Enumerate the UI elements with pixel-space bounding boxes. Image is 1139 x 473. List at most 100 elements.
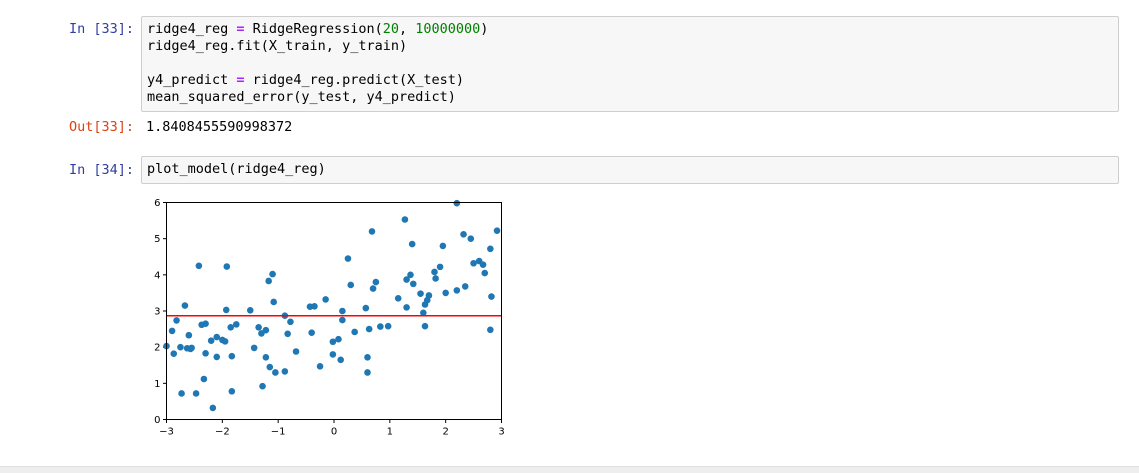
plot-frame [166, 202, 502, 420]
data-point [339, 316, 346, 324]
data-point [266, 363, 274, 371]
code-line-2: ridge4_reg.fit(X_train, y_train) [147, 38, 408, 54]
data-point [181, 302, 189, 309]
x-tick-label: −1 [271, 427, 286, 438]
data-point [442, 289, 449, 297]
data-point [170, 350, 178, 357]
cell-33-code-editor[interactable]: ridge4_reg = RidgeRegression(20, 1000000… [141, 16, 1119, 112]
data-point [262, 326, 270, 334]
data-point [408, 240, 416, 248]
bottom-scroll-area [0, 466, 1139, 473]
data-point [185, 331, 193, 339]
scatter-plot: 0 1 2 3 4 5 6 −3 −2 −1 0 1 2 3 [154, 198, 505, 438]
data-point [365, 325, 373, 333]
data-point [460, 231, 467, 238]
data-point [487, 245, 494, 253]
data-point [432, 275, 439, 282]
data-point [223, 263, 231, 270]
data-point [394, 295, 402, 302]
y-tick-label: 5 [154, 234, 160, 245]
data-point [409, 280, 417, 288]
y-tick-label: 0 [154, 415, 160, 426]
data-point [255, 323, 262, 331]
data-point [487, 326, 494, 334]
data-point [311, 302, 318, 310]
cell-34-code-editor[interactable]: plot_model(ridge4_reg) [141, 156, 1119, 184]
data-point [200, 375, 208, 383]
data-point [339, 307, 346, 315]
data-point [368, 228, 376, 235]
data-point [281, 368, 289, 375]
data-point [228, 352, 236, 360]
data-point [207, 337, 215, 344]
data-point [351, 328, 358, 336]
data-point [439, 242, 447, 250]
cell-33-output: 1.8408455590998372 [146, 119, 293, 135]
data-point [228, 387, 236, 395]
data-point [425, 292, 433, 299]
y-tick-label: 3 [154, 307, 160, 318]
data-point [250, 344, 258, 352]
data-point [407, 271, 414, 279]
x-tick-label: 3 [498, 427, 504, 438]
data-point [269, 270, 276, 278]
data-point [262, 353, 270, 361]
code-line-4: y4_predict = ridge4_reg.predict(X_test) [147, 72, 464, 88]
cell-33-out-prompt: Out[33]: [68, 119, 134, 135]
data-point [453, 287, 461, 294]
data-point [362, 304, 370, 312]
x-axis: −3 −2 −1 0 1 2 3 [159, 419, 505, 438]
data-point [329, 351, 337, 358]
data-point [322, 296, 329, 303]
data-point [284, 330, 291, 338]
cell-33-in-prompt: In [33]: [68, 21, 134, 37]
x-tick-label: −3 [159, 427, 174, 438]
data-point [192, 390, 200, 397]
data-point [168, 327, 176, 335]
data-point [453, 199, 461, 207]
data-point [369, 285, 377, 292]
data-point [246, 306, 254, 314]
data-point [221, 338, 229, 345]
data-point [364, 369, 371, 376]
data-point [467, 235, 475, 242]
data-point [287, 318, 294, 326]
data-point [292, 348, 300, 355]
data-point [178, 390, 185, 397]
data-point [177, 343, 184, 351]
y-tick-label: 2 [154, 343, 160, 354]
x-tick-label: 2 [442, 427, 448, 438]
data-point [479, 261, 487, 269]
data-point [403, 304, 410, 311]
x-tick-label: 1 [387, 427, 393, 438]
data-point [209, 404, 217, 412]
data-point [213, 333, 221, 341]
data-point [337, 356, 344, 364]
code-line-1: plot_model(ridge4_reg) [147, 161, 326, 177]
data-point [493, 227, 501, 235]
scatter-points [163, 199, 501, 412]
code-line-1: ridge4_reg = RidgeRegression(20, 1000000… [147, 21, 489, 37]
data-point [232, 321, 240, 328]
data-point [270, 298, 277, 306]
data-point [436, 263, 444, 271]
data-point [227, 323, 235, 331]
y-tick-label: 1 [154, 379, 160, 390]
data-point [488, 293, 495, 300]
y-axis: 0 1 2 3 4 5 6 [154, 198, 167, 426]
data-point [202, 350, 209, 357]
cell-34-in-prompt: In [34]: [68, 162, 134, 178]
data-point [316, 363, 324, 370]
data-point [377, 323, 384, 330]
data-point [372, 278, 380, 286]
data-point [420, 309, 427, 317]
data-point [421, 322, 429, 330]
data-point [431, 268, 438, 276]
data-point [335, 335, 342, 343]
data-point [481, 269, 489, 277]
data-point [461, 283, 469, 290]
x-tick-label: −2 [215, 427, 230, 438]
data-point [202, 320, 209, 327]
data-point [470, 259, 477, 267]
data-point [259, 382, 266, 390]
